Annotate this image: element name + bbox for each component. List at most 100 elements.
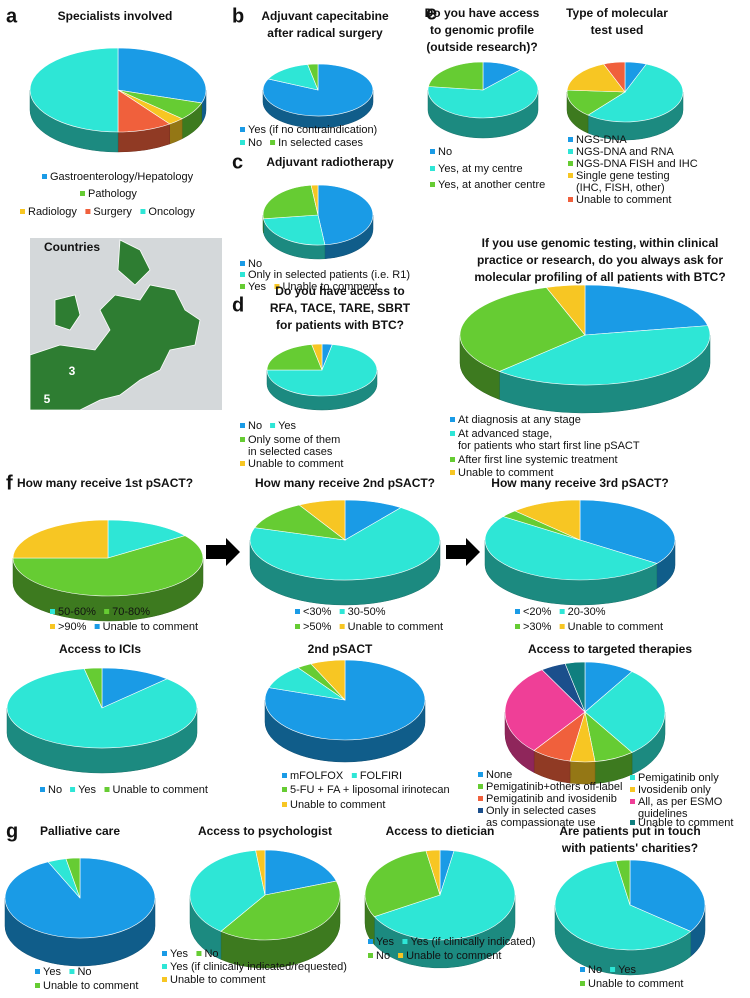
legend-swatch: [450, 431, 455, 436]
legend-swatch: [402, 939, 408, 944]
slice: [263, 214, 326, 246]
legend-swatch: [478, 784, 483, 789]
chart-title: Specialists involved: [58, 9, 173, 23]
legend-label: Unable to comment: [576, 194, 671, 206]
legend-swatch: [568, 197, 573, 202]
legend-swatch: [630, 775, 635, 780]
pie-chart: How many receive 3rd pSACT? <20% 20-30% >30…: [484, 476, 676, 633]
legend-swatch: [478, 796, 483, 801]
map-label: 3: [69, 364, 76, 378]
chart-title: Do you have access to genomic profile (out…: [425, 6, 540, 54]
slice: [117, 47, 207, 104]
pie-chart: How many receive 2nd pSACT? <30% 30-50% >50…: [249, 476, 443, 633]
pie-chart: How many receive 1st pSACT? 50-60% 70-80% >…: [12, 476, 204, 633]
slice: [307, 63, 319, 91]
pie-chart: Type of molecular test usedNGS-DNANGS-DNA…: [566, 6, 698, 206]
legend-label: Only in selected cases as compassionate u…: [486, 805, 597, 829]
slice: [498, 325, 711, 386]
panel-letter: g: [6, 820, 18, 842]
legend-label: Ivosidenib only: [638, 784, 711, 796]
legend-label: All, as per ESMO guidelines: [638, 796, 723, 820]
legend-label: FOLFIRI: [360, 770, 402, 782]
slice: [566, 89, 626, 116]
slice: [425, 849, 441, 896]
legend-swatch: [568, 161, 573, 166]
pie-chart: Are patients put in touch with patients' …: [554, 824, 706, 990]
legend-label: Only some of them in selected cases: [248, 434, 340, 458]
legend-label: No: [248, 137, 262, 149]
legend-swatch: [580, 981, 585, 986]
panel-letter: e: [426, 2, 437, 24]
legend-label: Unable to comment: [588, 978, 683, 990]
slice: [189, 850, 266, 932]
legend-swatch: [568, 149, 573, 154]
legend-label: Unable to comment: [290, 799, 385, 811]
legend-label: No: [248, 258, 262, 270]
legend-swatch: [240, 127, 245, 132]
legend-swatch: [240, 284, 245, 289]
legend-swatch: [270, 140, 276, 145]
legend-label: No: [77, 966, 91, 978]
legend-label: No: [48, 784, 62, 796]
legend-swatch: [568, 173, 573, 178]
legend-swatch: [240, 437, 245, 442]
legend-swatch: [450, 470, 455, 475]
legend-label: No: [204, 948, 218, 960]
slice: [65, 857, 81, 899]
legend-label: Unable to comment: [638, 817, 733, 829]
pie-chart: Do you have access to genomic profile (out…: [425, 6, 546, 191]
legend-swatch: [240, 423, 245, 428]
chart-title: How many receive 1st pSACT?: [17, 476, 193, 490]
chart-title: Adjuvant capecitabine after radical surge…: [261, 9, 389, 40]
legend-swatch: [339, 609, 345, 614]
chart-title: Adjuvant radiotherapy: [266, 155, 394, 169]
legend-swatch: [240, 272, 245, 277]
legend-label: In selected cases: [278, 137, 363, 149]
slice: [298, 499, 346, 541]
legend-swatch: [140, 209, 146, 214]
legend-label: <20%: [523, 606, 552, 618]
legend-swatch: [568, 137, 573, 142]
legend-swatch: [630, 820, 635, 825]
legend-label: Gastroenterology/Hepatology: [50, 171, 194, 183]
legend-label: Only in selected patients (i.e. R1): [248, 269, 410, 281]
legend-label: At advanced stage, for patients who start…: [458, 428, 640, 452]
legend-swatch: [162, 951, 167, 956]
legend-label: Unable to comment: [348, 621, 443, 633]
legend-swatch: [240, 461, 245, 466]
legend-label: Yes: [170, 948, 188, 960]
legend-label: No: [438, 146, 452, 158]
legend-swatch: [42, 174, 47, 179]
chart-title: If you use genomic testing, within clini…: [474, 236, 725, 284]
legend-swatch: [69, 969, 75, 974]
legend-label: Unable to comment: [43, 980, 138, 992]
legend-label: Yes: [78, 784, 96, 796]
chart-title: Access to dietician: [386, 824, 495, 838]
chart-title: Are patients put in touch with patients' …: [559, 824, 700, 855]
chart-title: Type of molecular test used: [566, 6, 668, 37]
legend-swatch: [282, 787, 287, 792]
panel-letter: b: [232, 5, 244, 27]
slice: [255, 849, 266, 896]
legend-swatch: [430, 182, 435, 187]
legend-label: 20-30%: [568, 606, 606, 618]
pie-chart: Palliative care Yes No Unable to comment: [4, 824, 156, 992]
legend-swatch: [50, 624, 55, 629]
legend-label: Yes (if no contraindication): [248, 124, 377, 136]
map-land: [29, 284, 201, 411]
legend-label: Yes: [43, 966, 61, 978]
slice: [6, 668, 198, 749]
slice: [311, 343, 323, 371]
legend-swatch: [35, 969, 40, 974]
legend-swatch: [282, 773, 287, 778]
arrow: [206, 538, 240, 566]
legend-label: Unable to comment: [103, 621, 198, 633]
legend-label: Yes (if clinically indicated): [410, 936, 535, 948]
legend-swatch: [430, 149, 435, 154]
legend-swatch: [240, 261, 245, 266]
slice: [364, 850, 441, 918]
chart-title: 2nd pSACT: [308, 642, 373, 656]
legend-label: Oncology: [148, 206, 195, 218]
